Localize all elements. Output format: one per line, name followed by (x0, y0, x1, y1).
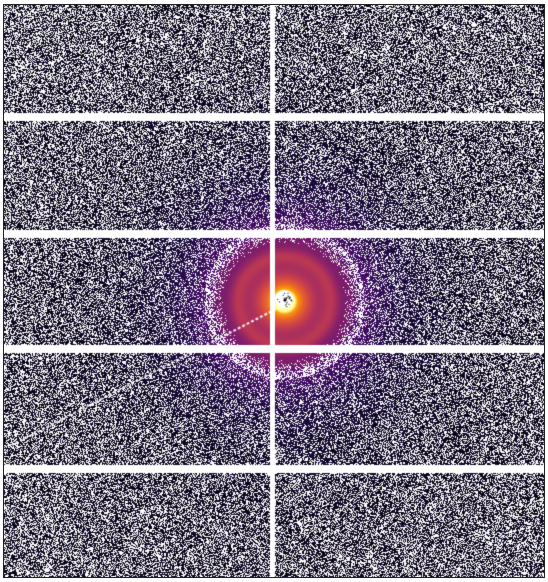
scattering-pattern-image (4, 5, 544, 577)
detector-frame (3, 4, 545, 578)
